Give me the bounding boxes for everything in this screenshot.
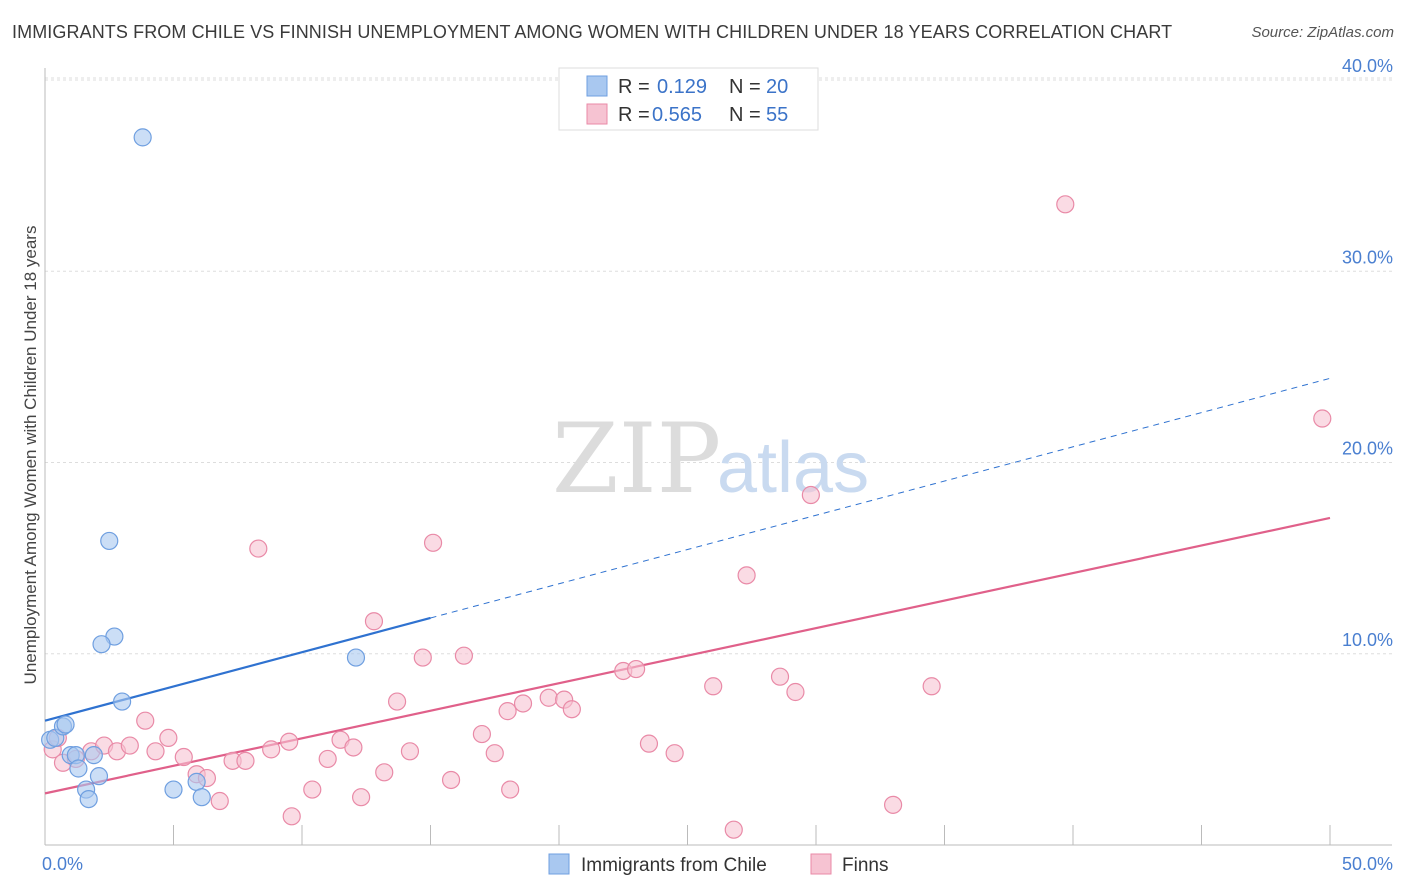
x-tick-labels: 0.0% 50.0% — [42, 854, 1393, 874]
finns-point — [174, 747, 193, 767]
y-axis-label: Unemployment Among Women with Children U… — [21, 226, 40, 685]
axes — [44, 68, 1392, 846]
chile-point — [100, 531, 119, 551]
legend-n-label-chile: N = — [729, 76, 761, 98]
chile-point — [133, 128, 152, 147]
chart-title: IMMIGRANTS FROM CHILE VS FINNISH UNEMPLO… — [12, 22, 1173, 42]
data-points — [41, 128, 1332, 839]
finns-point — [210, 791, 229, 811]
chile-point — [187, 772, 206, 791]
finns-point — [454, 646, 474, 665]
chile-point — [79, 789, 98, 809]
legend-n-value-chile: 20 — [766, 76, 788, 98]
finns-point — [770, 667, 790, 686]
watermark: ZIP atlas — [552, 403, 869, 515]
chile-point — [89, 767, 109, 786]
watermark-atlas: atlas — [717, 428, 869, 508]
chile-point — [56, 715, 75, 734]
finns-point — [400, 742, 420, 761]
chile-point — [112, 692, 132, 711]
finns-point — [387, 692, 407, 711]
finns-point — [665, 744, 684, 763]
chart-source: Source: ZipAtlas.com — [1251, 24, 1394, 41]
chile-trend-extension — [430, 377, 1331, 619]
finns-point — [472, 724, 491, 744]
y-tick-label: 40.0% — [1342, 56, 1393, 76]
finns-point — [282, 807, 301, 826]
series-legend: Immigrants from Chile Finns — [548, 853, 888, 876]
finns-point — [1313, 409, 1332, 428]
finns-point — [539, 688, 558, 707]
finns-point — [724, 820, 743, 839]
y-tick-label: 20.0% — [1342, 439, 1393, 459]
correlation-legend: R = 0.129 N = 20 R = 0.565 N = 55 — [558, 67, 819, 131]
legend-swatch-finns — [586, 103, 608, 125]
legend-r-label-chile: R = — [618, 76, 650, 98]
finns-point — [786, 682, 805, 702]
finns-point — [1056, 195, 1075, 214]
finns-point — [498, 702, 517, 721]
x-tick-label: 50.0% — [1342, 854, 1393, 874]
chile-trend-line — [44, 616, 431, 722]
chile-point — [346, 648, 366, 667]
finns-point — [364, 612, 384, 631]
chile-point — [192, 788, 211, 807]
finns-point — [801, 485, 820, 505]
finns-point — [352, 788, 371, 807]
y-tick-label: 10.0% — [1342, 630, 1393, 650]
x-tick-label: 0.0% — [42, 854, 83, 874]
finns-point — [303, 780, 322, 799]
finns-point — [413, 648, 432, 667]
finns-point — [146, 742, 165, 761]
legend-r-value-chile: 0.129 — [657, 76, 707, 98]
finns-point — [513, 694, 533, 713]
chile-point — [84, 746, 103, 765]
legend-n-value-finns: 55 — [766, 104, 788, 126]
legend-swatch-chile — [586, 75, 608, 97]
chile-point — [164, 780, 183, 799]
finns-point — [280, 732, 299, 751]
trend-lines — [44, 377, 1331, 795]
finns-point — [375, 763, 394, 782]
finns-point — [423, 533, 443, 552]
finns-point — [136, 711, 155, 730]
finns-point — [922, 677, 941, 696]
y-tick-label: 30.0% — [1342, 247, 1393, 267]
finns-point — [501, 780, 520, 799]
legend-r-value-finns: 0.565 — [652, 104, 702, 126]
finns-point — [562, 700, 581, 719]
legend-n-label-finns: N = — [729, 104, 761, 126]
finns-point — [120, 736, 139, 755]
finns-point — [883, 795, 903, 814]
bottom-legend-swatch-finns — [810, 853, 832, 875]
finns-point — [441, 770, 461, 790]
chile-point — [69, 759, 88, 778]
finns-point — [737, 566, 756, 585]
finns-point — [639, 734, 659, 753]
finns-point — [262, 740, 281, 759]
bottom-legend-label-finns: Finns — [842, 855, 888, 876]
bottom-legend-label-chile: Immigrants from Chile — [581, 855, 767, 876]
finns-point — [704, 677, 723, 696]
finns-point — [249, 539, 268, 558]
finns-point — [626, 659, 646, 679]
finns-point — [344, 738, 363, 757]
finns-trend-line — [44, 516, 1331, 795]
bottom-legend-swatch-chile — [548, 853, 570, 875]
grid-lines — [45, 77, 1392, 655]
finns-point — [318, 749, 337, 769]
legend-r-label-finns: R = — [618, 104, 650, 126]
finns-point — [159, 728, 178, 748]
finns-point — [236, 751, 255, 770]
finns-point — [485, 744, 504, 763]
chile-point — [92, 635, 111, 654]
watermark-zip: ZIP — [552, 403, 721, 515]
y-tick-labels: 10.0% 20.0% 30.0% 40.0% — [1342, 56, 1393, 650]
